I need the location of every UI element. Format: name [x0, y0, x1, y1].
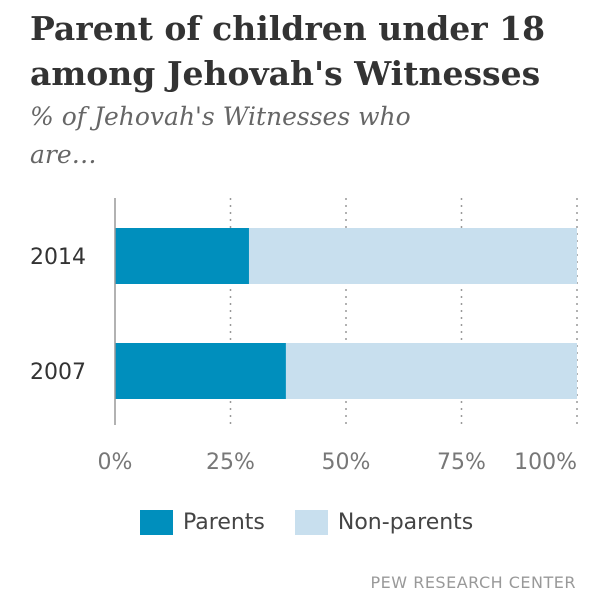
category-label-2014: 2014 [30, 245, 86, 270]
chart-subtitle: % of Jehovah's Witnesses who are… [30, 102, 411, 169]
source-note: PEW RESEARCH CENTER [370, 573, 576, 592]
tick-label-50: 50% [322, 450, 371, 475]
bar-2007-parents [115, 343, 286, 399]
legend-swatch-parents [140, 510, 173, 535]
chart-title: Parent of children under 18 among Jehova… [30, 9, 546, 93]
tick-label-75: 75% [437, 450, 486, 475]
tick-label-0: 0% [98, 450, 133, 475]
legend-swatch-non-parents [294, 510, 328, 535]
legend-item-non-parents: Non-parents [294, 510, 474, 535]
bar-2014-non-parents [248, 228, 578, 284]
tick-label-25: 25% [206, 450, 255, 475]
tick-label-100: 100% [514, 450, 577, 475]
legend-label-non-parents: Non-parents [337, 510, 474, 535]
bar-2007-non-parents [285, 343, 577, 399]
legend-label-parents: Parents [183, 510, 265, 535]
legend-item-parents: Parents [140, 510, 265, 535]
bar-2014-parents [115, 228, 249, 284]
legend: Parents Non-parents [140, 510, 503, 535]
category-label-2007: 2007 [30, 360, 86, 385]
